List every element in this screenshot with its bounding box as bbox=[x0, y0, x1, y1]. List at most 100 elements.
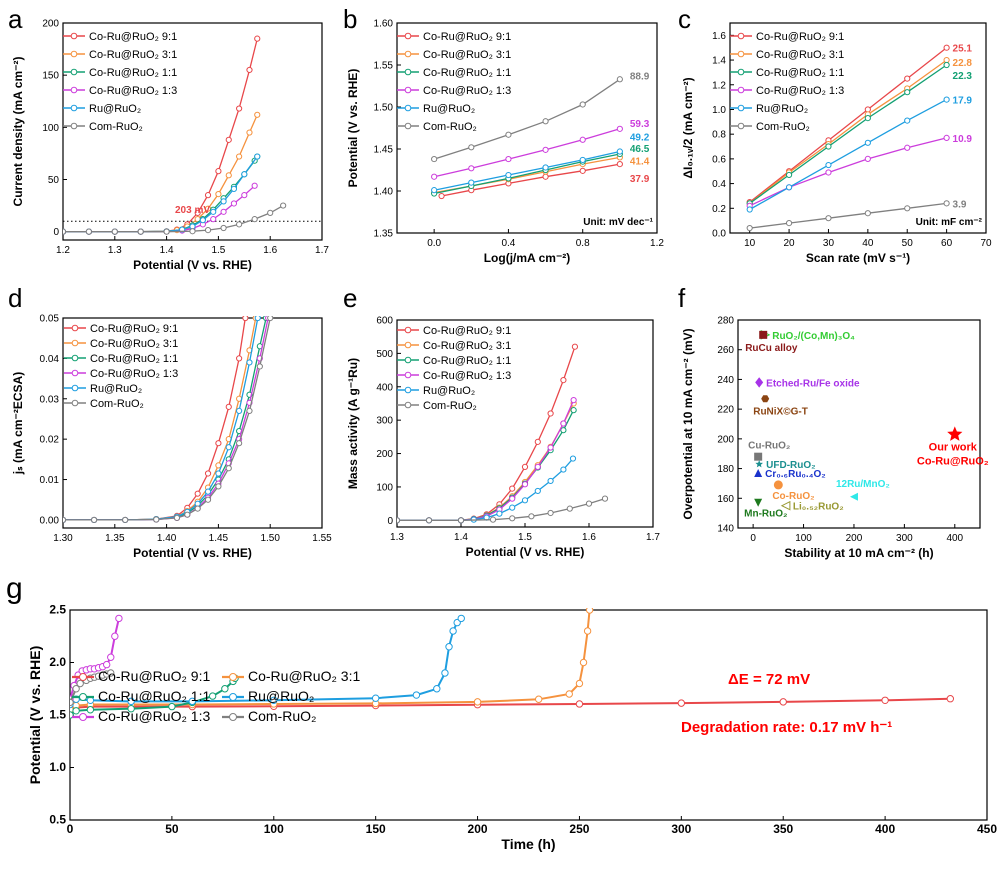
x-tick-label: 20 bbox=[784, 238, 796, 249]
y-tick-label: 400 bbox=[376, 382, 393, 393]
data-point bbox=[241, 171, 248, 178]
data-point bbox=[946, 695, 955, 703]
data-point bbox=[904, 205, 911, 212]
data-point bbox=[173, 514, 181, 522]
data-point bbox=[579, 136, 586, 143]
point-label: UFD-RuO₂ bbox=[766, 460, 815, 471]
y-tick-label: 50 bbox=[48, 175, 60, 186]
y-tick-label: 500 bbox=[376, 349, 393, 360]
series-line bbox=[749, 99, 947, 211]
legend-label: Ru@RuO₂ bbox=[423, 385, 475, 397]
x-axis-title: Scan rate (mV s⁻¹) bbox=[806, 251, 910, 265]
data-point bbox=[204, 488, 212, 495]
y-tick-label: 200 bbox=[376, 449, 393, 460]
point-label: 12Ru/MnO₂ bbox=[836, 479, 890, 490]
data-point bbox=[254, 111, 261, 118]
tafel-slope-label: 49.2 bbox=[630, 133, 650, 144]
legend-label: Co-Ru@RuO₂ 1:3 bbox=[423, 370, 511, 382]
unit-label: Unit: mF cm⁻² bbox=[916, 217, 983, 228]
data-point bbox=[72, 685, 80, 693]
panel-letter-a: a bbox=[8, 4, 23, 34]
legend-label: Co-Ru@RuO₂ 3:1 bbox=[423, 340, 511, 352]
data-point bbox=[256, 363, 263, 370]
series-g-5 bbox=[70, 669, 115, 707]
data-point bbox=[468, 165, 475, 172]
y-tick-label: 150 bbox=[42, 71, 59, 82]
x-tick-label: 400 bbox=[875, 822, 895, 836]
y-axis-title: Current density (mA cm⁻²) bbox=[11, 57, 25, 207]
tafel-slope-label: 46.5 bbox=[630, 144, 650, 155]
data-point bbox=[457, 614, 465, 623]
data-point bbox=[241, 192, 248, 199]
data-point bbox=[225, 136, 232, 143]
data-point bbox=[194, 505, 201, 512]
data-point bbox=[521, 481, 529, 488]
series-line bbox=[63, 317, 271, 521]
x-tick-label: 1.30 bbox=[53, 533, 73, 544]
legend-label: Co-Ru@RuO₂ 1:1 bbox=[756, 67, 844, 79]
panel-d-chart: d 1.30 1.35 1.40 1.45 1.50 1.55 0.00 0.01 0.02 0.0… bbox=[8, 283, 332, 560]
x-tick-label: 1.3 bbox=[108, 245, 122, 256]
data-point bbox=[583, 627, 592, 635]
y-axis-title: ΔI₀.₁ᵥ/2 (mA cm⁻²) bbox=[681, 77, 695, 178]
legend-label: Co-Ru@RuO₂ 3:1 bbox=[248, 668, 360, 684]
data-point bbox=[575, 700, 584, 708]
series-b-3 bbox=[431, 125, 623, 180]
legend-label: Co-Ru@RuO₂ 1:3 bbox=[90, 368, 178, 380]
data-point bbox=[251, 182, 258, 189]
tafel-slope-label: 37.9 bbox=[630, 174, 650, 185]
data-point bbox=[449, 627, 457, 635]
data-point bbox=[457, 517, 465, 524]
x-tick-label: 1.50 bbox=[260, 533, 280, 544]
legend-label: Com-RuO₂ bbox=[423, 400, 477, 412]
x-tick-label: 300 bbox=[896, 533, 913, 544]
data-point bbox=[505, 131, 512, 138]
plot-frame bbox=[62, 317, 323, 529]
y-tick-label: 1.0 bbox=[712, 105, 726, 116]
data-point bbox=[431, 173, 438, 180]
data-point bbox=[270, 696, 278, 705]
data-point bbox=[86, 706, 95, 714]
data-point bbox=[864, 139, 871, 146]
series-g-3 bbox=[70, 614, 465, 709]
y-tick-label: 0.5 bbox=[49, 813, 66, 827]
x-axis-title: Potential (V vs. RHE) bbox=[466, 545, 585, 559]
legend-marker bbox=[70, 50, 78, 58]
series-e-5 bbox=[397, 495, 609, 524]
data-point bbox=[225, 444, 232, 451]
x-tick-label: 150 bbox=[366, 822, 386, 836]
y-tick-label: 140 bbox=[717, 524, 734, 535]
y-tick-label: 200 bbox=[717, 434, 734, 445]
panel-f-chart: f 0 100 200 300 400 140 160 180 200 220 240 260 280 St… bbox=[678, 283, 989, 560]
y-tick-label: 0.8 bbox=[712, 130, 726, 141]
data-point bbox=[746, 224, 753, 232]
series-a-5 bbox=[63, 202, 287, 235]
data-point bbox=[412, 691, 421, 699]
legend-marker bbox=[229, 673, 237, 681]
x-tick-label: 100 bbox=[264, 822, 284, 836]
scatter-point bbox=[780, 500, 791, 511]
legend-label: Com-RuO₂ bbox=[248, 708, 316, 724]
x-tick-label: 1.3 bbox=[390, 532, 404, 543]
data-point bbox=[534, 463, 541, 471]
y-tick-label: 0.4 bbox=[712, 179, 726, 190]
legend-marker bbox=[71, 324, 79, 332]
data-point bbox=[441, 669, 449, 677]
data-point bbox=[534, 487, 541, 495]
x-tick-label: 0 bbox=[750, 533, 756, 544]
legend-label: Ru@RuO₂ bbox=[756, 103, 808, 115]
series-line bbox=[433, 153, 621, 195]
legend-label: Co-Ru@RuO₂ 9:1 bbox=[89, 31, 177, 43]
data-point bbox=[489, 516, 497, 523]
data-point bbox=[184, 511, 191, 518]
data-point bbox=[208, 692, 217, 700]
y-axis-title: Overpotential at 10 mA cm⁻² (mV) bbox=[681, 328, 695, 519]
x-tick-label: 100 bbox=[795, 533, 812, 544]
series-b-5 bbox=[431, 76, 623, 163]
x-tick-label: 1.7 bbox=[315, 245, 329, 256]
data-point bbox=[194, 490, 201, 497]
data-point bbox=[204, 192, 212, 199]
y-tick-label: 0.03 bbox=[40, 394, 60, 405]
cdl-label: 10.9 bbox=[953, 134, 973, 145]
data-point bbox=[547, 410, 554, 417]
